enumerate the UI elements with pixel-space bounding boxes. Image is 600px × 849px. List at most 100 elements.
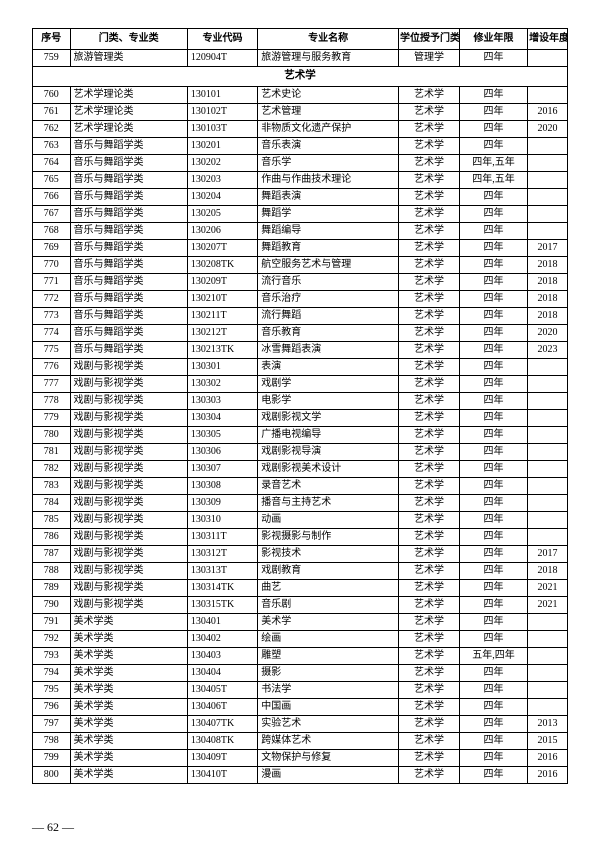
table-cell: 播音与主持艺术 bbox=[258, 494, 399, 511]
table-cell: 旅游管理与服务教育 bbox=[258, 50, 399, 67]
table-row: 792美术学类130402绘画艺术学四年 bbox=[33, 630, 568, 647]
table-cell: 130404 bbox=[187, 664, 257, 681]
table-cell: 130309 bbox=[187, 494, 257, 511]
table-cell: 130305 bbox=[187, 426, 257, 443]
table-cell: 775 bbox=[33, 341, 71, 358]
table-cell: 2016 bbox=[528, 766, 568, 783]
table-cell: 765 bbox=[33, 171, 71, 188]
table-cell: 艺术学 bbox=[399, 137, 460, 154]
table-cell: 四年 bbox=[460, 222, 528, 239]
table-cell: 四年,五年 bbox=[460, 154, 528, 171]
table-cell: 772 bbox=[33, 290, 71, 307]
table-cell: 130310 bbox=[187, 511, 257, 528]
table-row: 767音乐与舞蹈学类130205舞蹈学艺术学四年 bbox=[33, 205, 568, 222]
table-cell: 美术学类 bbox=[70, 664, 187, 681]
table-cell: 四年 bbox=[460, 545, 528, 562]
table-cell: 778 bbox=[33, 392, 71, 409]
table-cell: 音乐与舞蹈学类 bbox=[70, 256, 187, 273]
table-cell: 2018 bbox=[528, 562, 568, 579]
table-cell: 769 bbox=[33, 239, 71, 256]
table-cell bbox=[528, 613, 568, 630]
table-cell: 130103T bbox=[187, 120, 257, 137]
table-cell bbox=[528, 647, 568, 664]
table-cell: 130205 bbox=[187, 205, 257, 222]
table-cell: 艺术学 bbox=[399, 460, 460, 477]
table-cell: 艺术学 bbox=[399, 205, 460, 222]
table-row: 762艺术学理论类130103T非物质文化遗产保护艺术学四年2020 bbox=[33, 120, 568, 137]
table-cell: 音乐与舞蹈学类 bbox=[70, 188, 187, 205]
table-cell: 四年 bbox=[460, 477, 528, 494]
table-cell bbox=[528, 137, 568, 154]
table-cell: 动画 bbox=[258, 511, 399, 528]
table-cell: 美术学类 bbox=[70, 698, 187, 715]
table-cell: 796 bbox=[33, 698, 71, 715]
table-cell: 793 bbox=[33, 647, 71, 664]
table-cell: 800 bbox=[33, 766, 71, 783]
table-cell: 四年 bbox=[460, 50, 528, 67]
table-cell bbox=[528, 511, 568, 528]
table-cell: 130303 bbox=[187, 392, 257, 409]
table-cell: 音乐与舞蹈学类 bbox=[70, 154, 187, 171]
table-row: 783戏剧与影视学类130308录音艺术艺术学四年 bbox=[33, 477, 568, 494]
table-cell: 音乐与舞蹈学类 bbox=[70, 341, 187, 358]
table-cell: 艺术学 bbox=[399, 273, 460, 290]
table-cell: 表演 bbox=[258, 358, 399, 375]
table-cell: 2023 bbox=[528, 341, 568, 358]
table-cell bbox=[528, 630, 568, 647]
table-cell: 美术学类 bbox=[70, 749, 187, 766]
table-row: 775音乐与舞蹈学类130213TK冰雪舞蹈表演艺术学四年2023 bbox=[33, 341, 568, 358]
table-cell: 艺术学 bbox=[399, 103, 460, 120]
table-cell: 曲艺 bbox=[258, 579, 399, 596]
table-cell: 音乐教育 bbox=[258, 324, 399, 341]
table-row: 786戏剧与影视学类130311T影视摄影与制作艺术学四年 bbox=[33, 528, 568, 545]
table-cell: 戏剧与影视学类 bbox=[70, 426, 187, 443]
table-cell: 四年 bbox=[460, 596, 528, 613]
table-cell: 768 bbox=[33, 222, 71, 239]
table-cell: 艺术学理论类 bbox=[70, 120, 187, 137]
table-cell: 戏剧与影视学类 bbox=[70, 579, 187, 596]
table-cell: 四年 bbox=[460, 681, 528, 698]
table-cell: 777 bbox=[33, 375, 71, 392]
table-cell: 文物保护与修复 bbox=[258, 749, 399, 766]
table-cell: 戏剧与影视学类 bbox=[70, 562, 187, 579]
table-row: 794美术学类130404摄影艺术学四年 bbox=[33, 664, 568, 681]
table-cell: 2018 bbox=[528, 256, 568, 273]
table-cell bbox=[528, 477, 568, 494]
table-cell: 音乐与舞蹈学类 bbox=[70, 290, 187, 307]
table-row: 764音乐与舞蹈学类130202音乐学艺术学四年,五年 bbox=[33, 154, 568, 171]
table-cell: 2016 bbox=[528, 103, 568, 120]
table-cell: 音乐与舞蹈学类 bbox=[70, 273, 187, 290]
table-row: 768音乐与舞蹈学类130206舞蹈编导艺术学四年 bbox=[33, 222, 568, 239]
table-cell: 130304 bbox=[187, 409, 257, 426]
table-cell: 艺术学 bbox=[399, 443, 460, 460]
table-cell: 戏剧影视美术设计 bbox=[258, 460, 399, 477]
table-row: 788戏剧与影视学类130313T戏剧教育艺术学四年2018 bbox=[33, 562, 568, 579]
table-cell: 戏剧影视文学 bbox=[258, 409, 399, 426]
table-cell: 艺术学 bbox=[399, 494, 460, 511]
table-cell: 美术学类 bbox=[70, 681, 187, 698]
table-cell: 2020 bbox=[528, 120, 568, 137]
page-number: — 62 — bbox=[32, 820, 74, 835]
table-row: 785戏剧与影视学类130310动画艺术学四年 bbox=[33, 511, 568, 528]
table-row: 766音乐与舞蹈学类130204舞蹈表演艺术学四年 bbox=[33, 188, 568, 205]
table-cell: 艺术学 bbox=[399, 613, 460, 630]
table-row: 784戏剧与影视学类130309播音与主持艺术艺术学四年 bbox=[33, 494, 568, 511]
table-cell: 作曲与作曲技术理论 bbox=[258, 171, 399, 188]
table-cell: 130210T bbox=[187, 290, 257, 307]
col-seq: 序号 bbox=[33, 29, 71, 50]
table-cell: 2021 bbox=[528, 579, 568, 596]
table-cell: 776 bbox=[33, 358, 71, 375]
table-cell: 音乐剧 bbox=[258, 596, 399, 613]
table-cell bbox=[528, 375, 568, 392]
table-cell: 788 bbox=[33, 562, 71, 579]
table-cell: 四年 bbox=[460, 86, 528, 103]
table-cell: 四年 bbox=[460, 358, 528, 375]
table-cell bbox=[528, 171, 568, 188]
table-row: 800美术学类130410T漫画艺术学四年2016 bbox=[33, 766, 568, 783]
table-cell: 四年 bbox=[460, 273, 528, 290]
table-cell: 艺术学 bbox=[399, 154, 460, 171]
table-cell: 759 bbox=[33, 50, 71, 67]
table-cell: 艺术学 bbox=[399, 528, 460, 545]
table-cell: 四年 bbox=[460, 766, 528, 783]
table-cell: 摄影 bbox=[258, 664, 399, 681]
